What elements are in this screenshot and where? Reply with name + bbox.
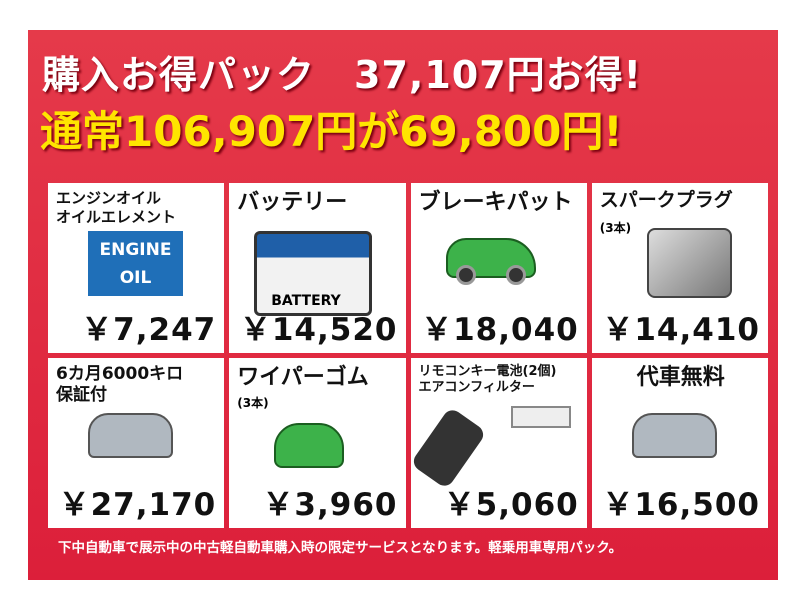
item-grid: エンジンオイル オイルエレメント ENGINE OIL ￥7,247 バッテリー… <box>48 183 768 528</box>
item-price: ￥5,060 <box>443 487 579 523</box>
engine-oil-can-icon: ENGINE OIL <box>88 231 183 296</box>
item-price: ￥3,960 <box>262 487 398 523</box>
remote-key-icon <box>410 406 487 490</box>
item-loaner-car: 代車無料 ￥16,500 <box>591 358 768 528</box>
car-in-rain-icon <box>274 423 345 468</box>
item-warranty: 6カ月6000キロ 保証付 ￥27,170 <box>48 358 225 528</box>
air-conditioner-icon <box>510 406 571 428</box>
footer-note: 下中自動車で展示中の中古軽自動車購入時の限定サービスとなります。軽乗用車専用パッ… <box>58 540 623 556</box>
item-spark-plug: スパークプラグ (3本) ￥14,410 <box>591 183 768 353</box>
battery-label: BATTERY <box>271 293 341 309</box>
item-price: ￥14,410 <box>602 312 760 348</box>
item-price: ￥27,170 <box>58 487 217 523</box>
item-price: ￥16,500 <box>602 487 760 523</box>
item-title: エンジンオイル オイルエレメント <box>56 189 177 226</box>
item-price: ￥14,520 <box>239 312 398 348</box>
item-brake-pad: ブレーキパット ￥18,040 <box>410 183 587 353</box>
wheel-icon <box>505 265 526 285</box>
item-engine-oil: エンジンオイル オイルエレメント ENGINE OIL ￥7,247 <box>48 183 225 353</box>
item-title: バッテリー <box>237 190 348 215</box>
item-wiper: ワイパーゴム (3本) ￥3,960 <box>229 358 406 528</box>
item-title: 代車無料 <box>636 365 725 390</box>
item-price: ￥18,040 <box>421 312 579 348</box>
engine-oil-label: ENGINE OIL <box>99 240 172 288</box>
item-title: ワイパーゴム <box>237 365 369 390</box>
item-title: ブレーキパット <box>418 190 573 215</box>
item-note: (3本) <box>599 221 632 235</box>
item-remote-battery-filter: リモコンキー電池(2個) エアコンフィルター ￥5,060 <box>410 358 587 528</box>
item-battery: バッテリー BATTERY ￥14,520 <box>229 183 406 353</box>
subheadline: 通常106,907円が69,800円! <box>40 107 623 156</box>
wheel-icon <box>455 265 476 285</box>
item-note: (3本) <box>237 396 269 410</box>
headline: 購入お得パック 37,107円お得! <box>42 53 642 97</box>
battery-icon: BATTERY <box>254 231 373 316</box>
engine-icon <box>646 228 732 298</box>
item-title: リモコンキー電池(2個) エアコンフィルター <box>418 364 557 396</box>
item-price: ￥7,247 <box>81 312 217 348</box>
item-title: スパークプラグ <box>599 189 733 211</box>
mechanic-car-icon <box>631 413 717 458</box>
item-title: 6カ月6000キロ 保証付 <box>56 364 184 406</box>
mechanic-car-icon <box>88 413 173 458</box>
